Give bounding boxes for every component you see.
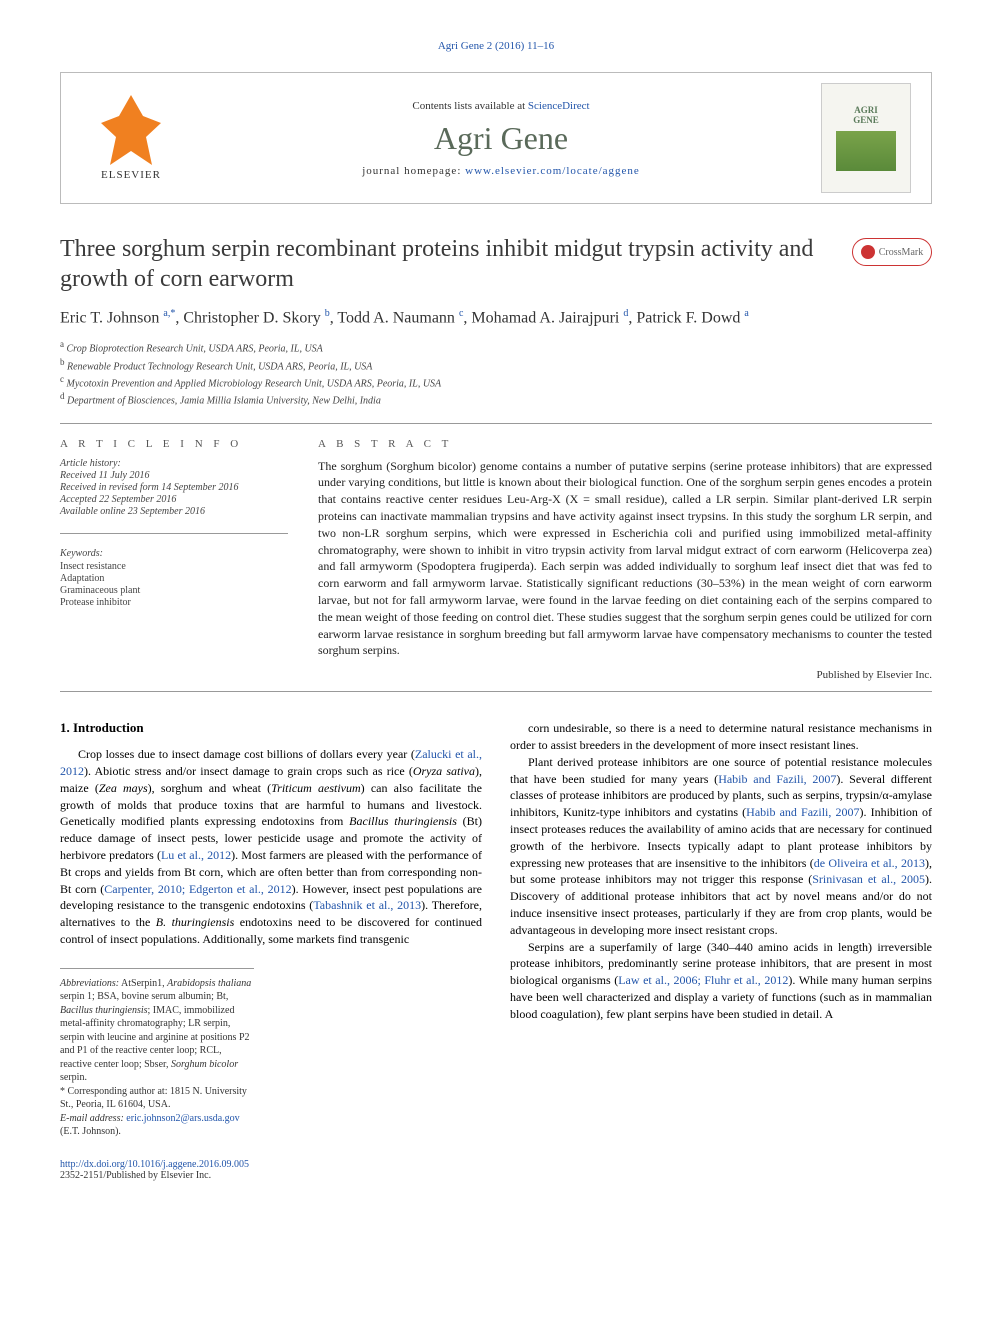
cover-badge-sub: GENE	[853, 115, 879, 125]
article-title: Three sorghum serpin recombinant protein…	[60, 234, 832, 294]
contents-prefix: Contents lists available at	[412, 100, 527, 112]
keywords-label: Keywords:	[60, 548, 288, 559]
email-attribution: (E.T. Johnson).	[60, 1126, 121, 1137]
history-item: Received 11 July 2016	[60, 470, 288, 481]
crossmark-dot-icon	[861, 245, 875, 259]
keyword: Adaptation	[60, 573, 288, 584]
body-text-left: Crop losses due to insect damage cost bi…	[60, 746, 482, 948]
paragraph: Crop losses due to insect damage cost bi…	[60, 746, 482, 948]
footer: http://dx.doi.org/10.1016/j.aggene.2016.…	[60, 1159, 932, 1181]
history-label: Article history:	[60, 458, 288, 469]
divider	[60, 423, 932, 424]
journal-cover-thumb: AGRI GENE	[821, 83, 911, 193]
affiliation-list: a Crop Bioprotection Research Unit, USDA…	[60, 339, 932, 406]
email-line: E-mail address: eric.johnson2@ars.usda.g…	[60, 1112, 254, 1139]
divider	[60, 691, 932, 692]
abbreviations-label: Abbreviations:	[60, 978, 119, 989]
cover-swatch-icon	[836, 131, 896, 171]
email-label: E-mail address:	[60, 1113, 124, 1124]
paragraph: Serpins are a superfamily of large (340–…	[510, 939, 932, 1023]
abbreviations: Abbreviations: AtSerpin1, Arabidopsis th…	[60, 977, 254, 1085]
paragraph: corn undesirable, so there is a need to …	[510, 720, 932, 754]
abstract-heading: A B S T R A C T	[318, 438, 932, 450]
body-text-right: corn undesirable, so there is a need to …	[510, 720, 932, 1022]
homepage-link[interactable]: www.elsevier.com/locate/aggene	[465, 165, 640, 177]
cover-badge-top: AGRI	[854, 105, 878, 115]
affiliation: b Renewable Product Technology Research …	[60, 357, 932, 372]
article-info-heading: A R T I C L E I N F O	[60, 438, 288, 450]
section-heading-intro: 1. Introduction	[60, 720, 482, 736]
corresponding-author: * Corresponding author at: 1815 N. Unive…	[60, 1085, 254, 1112]
author-list: Eric T. Johnson a,*, Christopher D. Skor…	[60, 308, 932, 327]
crossmark-badge[interactable]: CrossMark	[852, 238, 932, 266]
article-history: Article history: Received 11 July 2016 R…	[60, 458, 288, 517]
contents-line: Contents lists available at ScienceDirec…	[181, 100, 821, 112]
crossmark-label: CrossMark	[879, 247, 923, 258]
issn-line: 2352-2151/Published by Elsevier Inc.	[60, 1170, 932, 1181]
keyword: Graminaceous plant	[60, 585, 288, 596]
publisher-logo: ELSEVIER	[81, 95, 181, 181]
affiliation: a Crop Bioprotection Research Unit, USDA…	[60, 339, 932, 354]
journal-homepage-line: journal homepage: www.elsevier.com/locat…	[181, 165, 821, 177]
history-item: Accepted 22 September 2016	[60, 494, 288, 505]
affiliation: d Department of Biosciences, Jamia Milli…	[60, 391, 932, 406]
history-item: Available online 23 September 2016	[60, 506, 288, 517]
paragraph: Plant derived protease inhibitors are on…	[510, 754, 932, 939]
keyword: Protease inhibitor	[60, 597, 288, 608]
keyword: Insect resistance	[60, 561, 288, 572]
publisher-label: ELSEVIER	[101, 169, 161, 181]
published-by: Published by Elsevier Inc.	[318, 669, 932, 681]
history-item: Received in revised form 14 September 20…	[60, 482, 288, 493]
footnotes: Abbreviations: AtSerpin1, Arabidopsis th…	[60, 968, 254, 1139]
corresponding-label: * Corresponding author at:	[60, 1086, 167, 1097]
doi-link[interactable]: http://dx.doi.org/10.1016/j.aggene.2016.…	[60, 1159, 932, 1170]
divider	[60, 533, 288, 534]
homepage-prefix: journal homepage:	[362, 165, 465, 177]
email-link[interactable]: eric.johnson2@ars.usda.gov	[126, 1113, 239, 1124]
journal-name: Agri Gene	[181, 120, 821, 157]
abbreviations-text: AtSerpin1, Arabidopsis thaliana serpin 1…	[60, 978, 251, 1084]
issue-link[interactable]: Agri Gene 2 (2016) 11–16	[60, 40, 932, 52]
journal-masthead: ELSEVIER Contents lists available at Sci…	[60, 72, 932, 204]
abstract-text: The sorghum (Sorghum bicolor) genome con…	[318, 458, 932, 660]
elsevier-tree-icon	[101, 95, 161, 165]
keywords-list: Insect resistance Adaptation Graminaceou…	[60, 561, 288, 608]
affiliation: c Mycotoxin Prevention and Applied Micro…	[60, 374, 932, 389]
sciencedirect-link[interactable]: ScienceDirect	[528, 100, 590, 112]
